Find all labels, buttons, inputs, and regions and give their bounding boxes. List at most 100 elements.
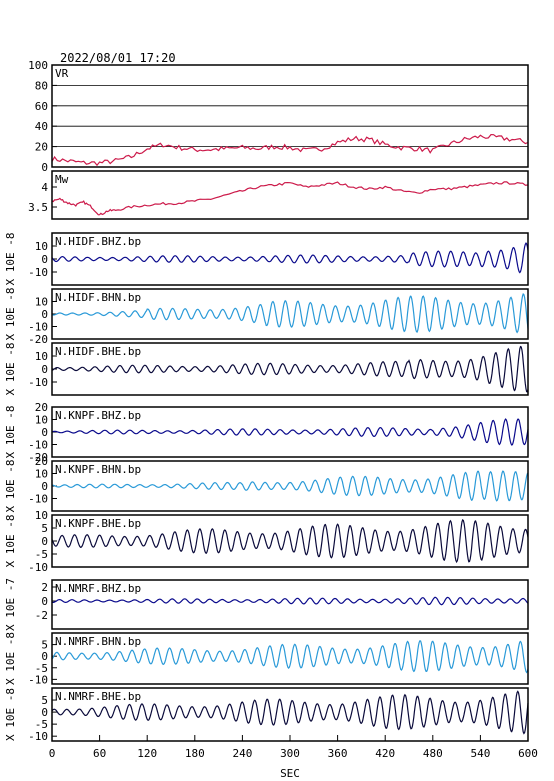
y-tick-label: 5 — [41, 639, 48, 652]
y-tick-label: 10 — [35, 509, 48, 522]
y-tick-label: -10 — [28, 561, 48, 574]
panel-n-nmrf-bhn-bp: -10-505 N.NMRF.BHN.bp X 10E -8 — [4, 632, 529, 686]
y-tick-label: 0 — [41, 426, 48, 439]
x-tick-label: 360 — [328, 747, 348, 760]
panel-frame — [51, 64, 529, 168]
y-tick-label: -2 — [35, 609, 48, 622]
series-line — [51, 133, 529, 167]
panel-n-nmrf-bhe-bp: -10-505 N.NMRF.BHE.bp X 10E -8 — [4, 687, 529, 743]
x-tick-label: 120 — [137, 747, 157, 760]
y-tick-label: 10 — [35, 468, 48, 481]
series-line — [51, 690, 529, 735]
y-tick-label: -5 — [35, 662, 48, 675]
x-axis-ticks: 0 60 120 180 240 300 360 420 480 540 600 — [49, 735, 538, 760]
x-tick-label: 600 — [518, 747, 538, 760]
series-line — [51, 518, 529, 564]
panel-frame — [51, 460, 529, 512]
x-tick-label: 60 — [93, 747, 106, 760]
y-tick-label: -5 — [35, 548, 48, 561]
y-tick-label: 0 — [41, 253, 48, 266]
y-axis-label: X 10E -8 — [4, 406, 17, 459]
panel-label: N.HIDF.BHN.bp — [55, 291, 141, 304]
panel-frame — [51, 632, 529, 685]
y-tick-label: -5 — [35, 718, 48, 731]
y-tick-label: 80 — [35, 79, 48, 92]
y-tick-label: 0 — [41, 161, 48, 174]
y-tick-label: -10 — [28, 321, 48, 334]
y-tick-label: -10 — [28, 673, 48, 686]
y-tick-label: 100 — [28, 59, 48, 72]
y-tick-label: -20 — [28, 333, 48, 346]
y-axis-label: X 10E -8 — [4, 233, 17, 286]
y-tick-label: 3.5 — [28, 201, 48, 214]
panel-label: N.NMRF.BHZ.bp — [55, 582, 141, 595]
series-line — [51, 292, 529, 334]
y-tick-label: 10 — [35, 350, 48, 363]
x-tick-label: 420 — [375, 747, 395, 760]
y-tick-label: -10 — [28, 266, 48, 279]
panel-frame — [51, 232, 529, 286]
y-tick-label: -10 — [28, 493, 48, 506]
chart-title: 2022/08/01 17:20 — [60, 51, 176, 65]
panel-frame — [51, 170, 529, 220]
series-line — [51, 640, 529, 674]
y-tick-label: 20 — [35, 401, 48, 414]
series-line — [52, 470, 529, 502]
panel-label: N.HIDF.BHZ.bp — [55, 235, 141, 248]
x-tick-label: 0 — [49, 747, 56, 760]
y-axis-label: X 10E -8 — [4, 688, 17, 741]
y-axis-label: X 10E -8 — [4, 460, 17, 513]
y-tick-label: 0 — [41, 706, 48, 719]
panel-label: N.NMRF.BHN.bp — [55, 635, 141, 648]
panel-n-nmrf-bhz-bp: -202 N.NMRF.BHZ.bp X 10E -7 — [4, 578, 529, 631]
panel-mw: 3.5 4 Mw — [28, 170, 529, 220]
y-tick-label: 10 — [35, 414, 48, 427]
x-tick-label: 180 — [185, 747, 205, 760]
series-line — [51, 418, 529, 446]
y-axis-label: X 10E -8 — [4, 632, 17, 685]
panel-label: VR — [55, 67, 69, 80]
panel-frame — [51, 342, 529, 396]
y-axis-label: X 10E -8 — [4, 288, 17, 341]
panel-frame — [51, 406, 529, 458]
panel-label: N.KNPF.BHN.bp — [55, 463, 141, 476]
y-tick-label: 10 — [35, 296, 48, 309]
y-tick-label: 10 — [35, 240, 48, 253]
y-axis-label: X 10E -7 — [4, 578, 17, 631]
x-axis-label: SEC — [280, 767, 300, 780]
panel-frame — [51, 288, 529, 340]
y-tick-label: 20 — [35, 455, 48, 468]
y-tick-label: 4 — [41, 181, 48, 194]
panel-label: N.HIDF.BHE.bp — [55, 345, 141, 358]
y-tick-label: 40 — [35, 120, 48, 133]
x-tick-label: 240 — [232, 747, 252, 760]
y-tick-label: -10 — [28, 439, 48, 452]
y-tick-label: 0 — [41, 480, 48, 493]
y-tick-label: 5 — [41, 522, 48, 535]
panel-label: N.NMRF.BHE.bp — [55, 690, 141, 703]
panel-frame — [51, 514, 529, 568]
y-tick-label: 20 — [35, 141, 48, 154]
x-tick-label: 300 — [280, 747, 300, 760]
panel-label: Mw — [55, 173, 69, 186]
y-tick-label: 0 — [41, 650, 48, 663]
series-line — [51, 181, 529, 216]
y-axis-label: X 10E -8 — [4, 343, 17, 396]
x-tick-label: 480 — [423, 747, 443, 760]
y-axis-label: X 10E -8 — [4, 515, 17, 568]
y-tick-label: 0 — [41, 595, 48, 608]
y-tick-label: 0 — [41, 308, 48, 321]
panel-label: N.KNPF.BHE.bp — [55, 517, 141, 530]
panel-vr: 0 20 40 60 80 100 VR — [28, 59, 529, 174]
series-line — [51, 242, 529, 274]
y-tick-label: -10 — [28, 730, 48, 743]
panel-frame — [51, 579, 529, 630]
